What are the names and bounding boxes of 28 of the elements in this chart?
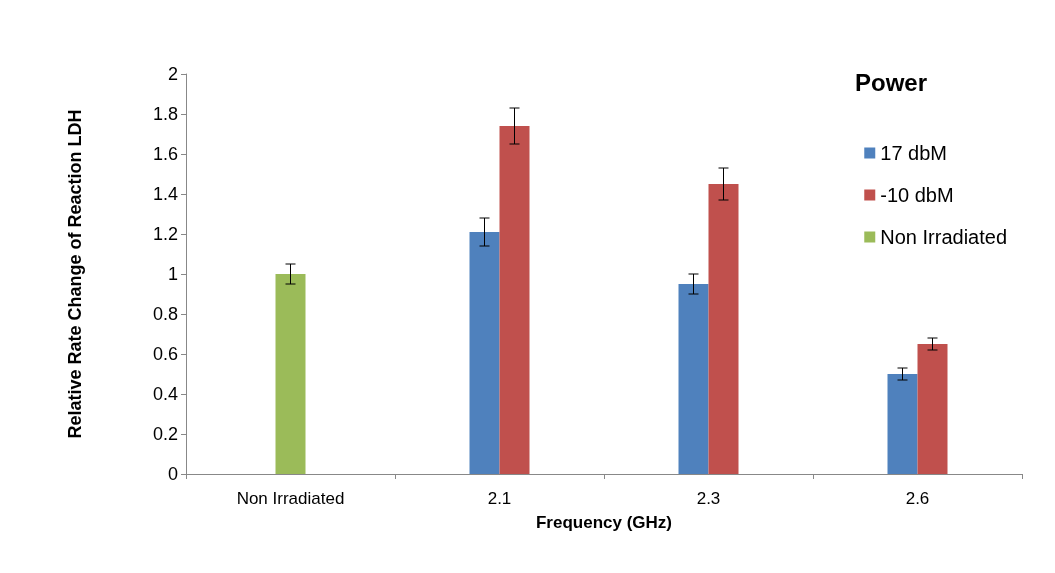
y-tick-label: 2: [167, 64, 178, 84]
legend-label: 17 dbM: [880, 142, 947, 164]
y-tick-label: 1: [167, 264, 178, 284]
bar: [708, 184, 739, 474]
bar: [469, 232, 500, 474]
x-tick-label: 2.3: [696, 489, 721, 508]
y-tick-label: 1.4: [152, 184, 178, 204]
y-tick-label: 0.6: [152, 344, 178, 364]
y-tick-label: 1.6: [152, 144, 178, 164]
y-axis-title: Relative Rate Change of Reaction LDH: [65, 109, 85, 439]
bar: [887, 374, 918, 474]
y-tick-label: 0: [167, 464, 178, 484]
bar: [678, 284, 709, 474]
bar: [917, 344, 948, 474]
bar: [499, 126, 530, 474]
x-tick-label: Non Irradiated: [236, 489, 345, 508]
x-tick-label: 2.1: [487, 489, 512, 508]
y-tick-label: 1.2: [152, 224, 178, 244]
y-tick-label: 1.8: [152, 104, 178, 124]
bar: [275, 274, 306, 474]
legend-label: Non Irradiated: [880, 226, 1008, 248]
y-tick-label: 0.8: [152, 304, 178, 324]
x-axis-title: Frequency (GHz): [535, 513, 673, 532]
legend-label: -10 dbM: [880, 184, 954, 206]
x-tick-label: 2.6: [905, 489, 930, 508]
y-tick-label: 0.2: [152, 424, 178, 444]
legend-title: Power: [854, 68, 928, 96]
y-tick-label: 0.4: [152, 384, 178, 404]
